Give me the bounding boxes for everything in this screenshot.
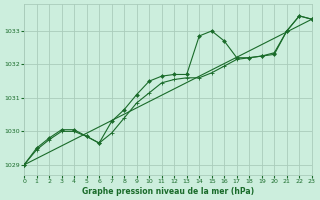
X-axis label: Graphe pression niveau de la mer (hPa): Graphe pression niveau de la mer (hPa)	[82, 187, 254, 196]
